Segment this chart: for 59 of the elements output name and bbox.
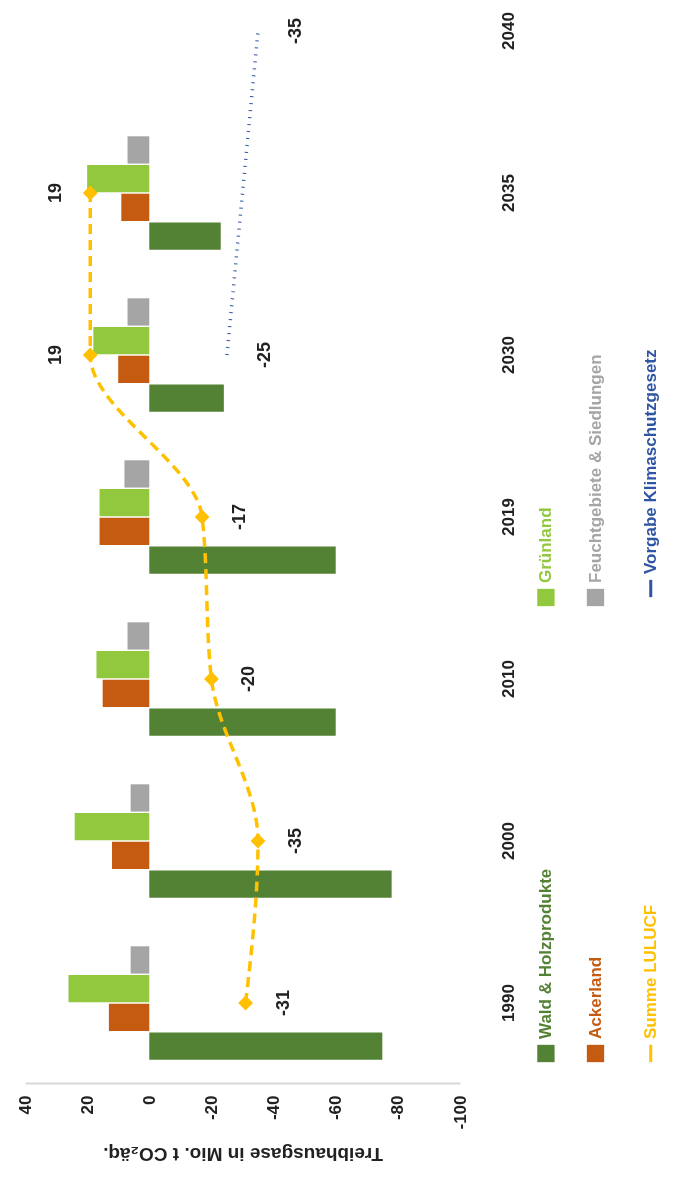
bar (149, 222, 221, 250)
data-label: 19 (45, 344, 66, 366)
x-tick-label: -80 (388, 1095, 408, 1121)
bar (127, 136, 150, 164)
x-tick-label: 20 (77, 1095, 97, 1115)
point (82, 347, 98, 363)
bar (118, 355, 150, 383)
bar (102, 679, 150, 707)
data-label: -35 (285, 17, 306, 45)
bar (124, 460, 150, 488)
x-tick-label: 40 (15, 1095, 35, 1115)
text: Feuchtgebiete & Siedlungen (585, 354, 605, 583)
x-tick-label: -20 (201, 1095, 221, 1121)
text: Grünland (535, 507, 555, 583)
text: Ackerland (585, 956, 605, 1039)
y-tick-label: 2035 (498, 174, 518, 212)
bar (149, 1032, 383, 1060)
point (82, 185, 98, 201)
x-axis-title: Treibhausgase in Mio. t CO₂äq. (103, 1143, 383, 1165)
text: Vorgabe Klimaschutzgesetz (640, 349, 660, 574)
bar (96, 651, 150, 679)
point (194, 509, 210, 525)
y-tick-label: 2010 (498, 660, 518, 698)
bar (112, 841, 150, 869)
data-label: 19 (45, 182, 66, 204)
data-label: -20 (238, 665, 259, 693)
point (250, 833, 266, 849)
bar (127, 622, 150, 650)
data-label: -17 (229, 503, 250, 531)
point (238, 995, 254, 1011)
bar (130, 784, 150, 812)
bar (149, 384, 224, 412)
data-label: -25 (253, 341, 274, 369)
y-tick-label: 2000 (498, 822, 518, 860)
bar (93, 327, 150, 355)
data-label: -31 (272, 989, 293, 1017)
y-tick-label: 2030 (498, 336, 518, 374)
y-tick-label: 2019 (498, 498, 518, 536)
bar (87, 165, 150, 193)
bar (68, 975, 150, 1003)
bar (127, 298, 150, 326)
x-tick-label: -60 (326, 1095, 346, 1121)
bar (149, 546, 336, 574)
text: Wald & Holzprodukte (535, 868, 555, 1039)
bar (130, 946, 150, 974)
x-tick-label: -100 (450, 1095, 470, 1130)
text: Summe LULUCF (640, 904, 660, 1039)
x-tick-label: 0 (139, 1095, 159, 1105)
x-tick-label: -40 (264, 1095, 284, 1121)
bar (149, 870, 392, 898)
y-tick-label: 1990 (498, 984, 518, 1022)
bar (149, 708, 336, 736)
bar (99, 489, 150, 517)
data-label: -35 (285, 827, 306, 855)
bar (74, 813, 150, 841)
y-tick-label: 2040 (498, 12, 518, 50)
bar (99, 517, 150, 545)
bar (121, 193, 150, 221)
bar (108, 1003, 150, 1031)
